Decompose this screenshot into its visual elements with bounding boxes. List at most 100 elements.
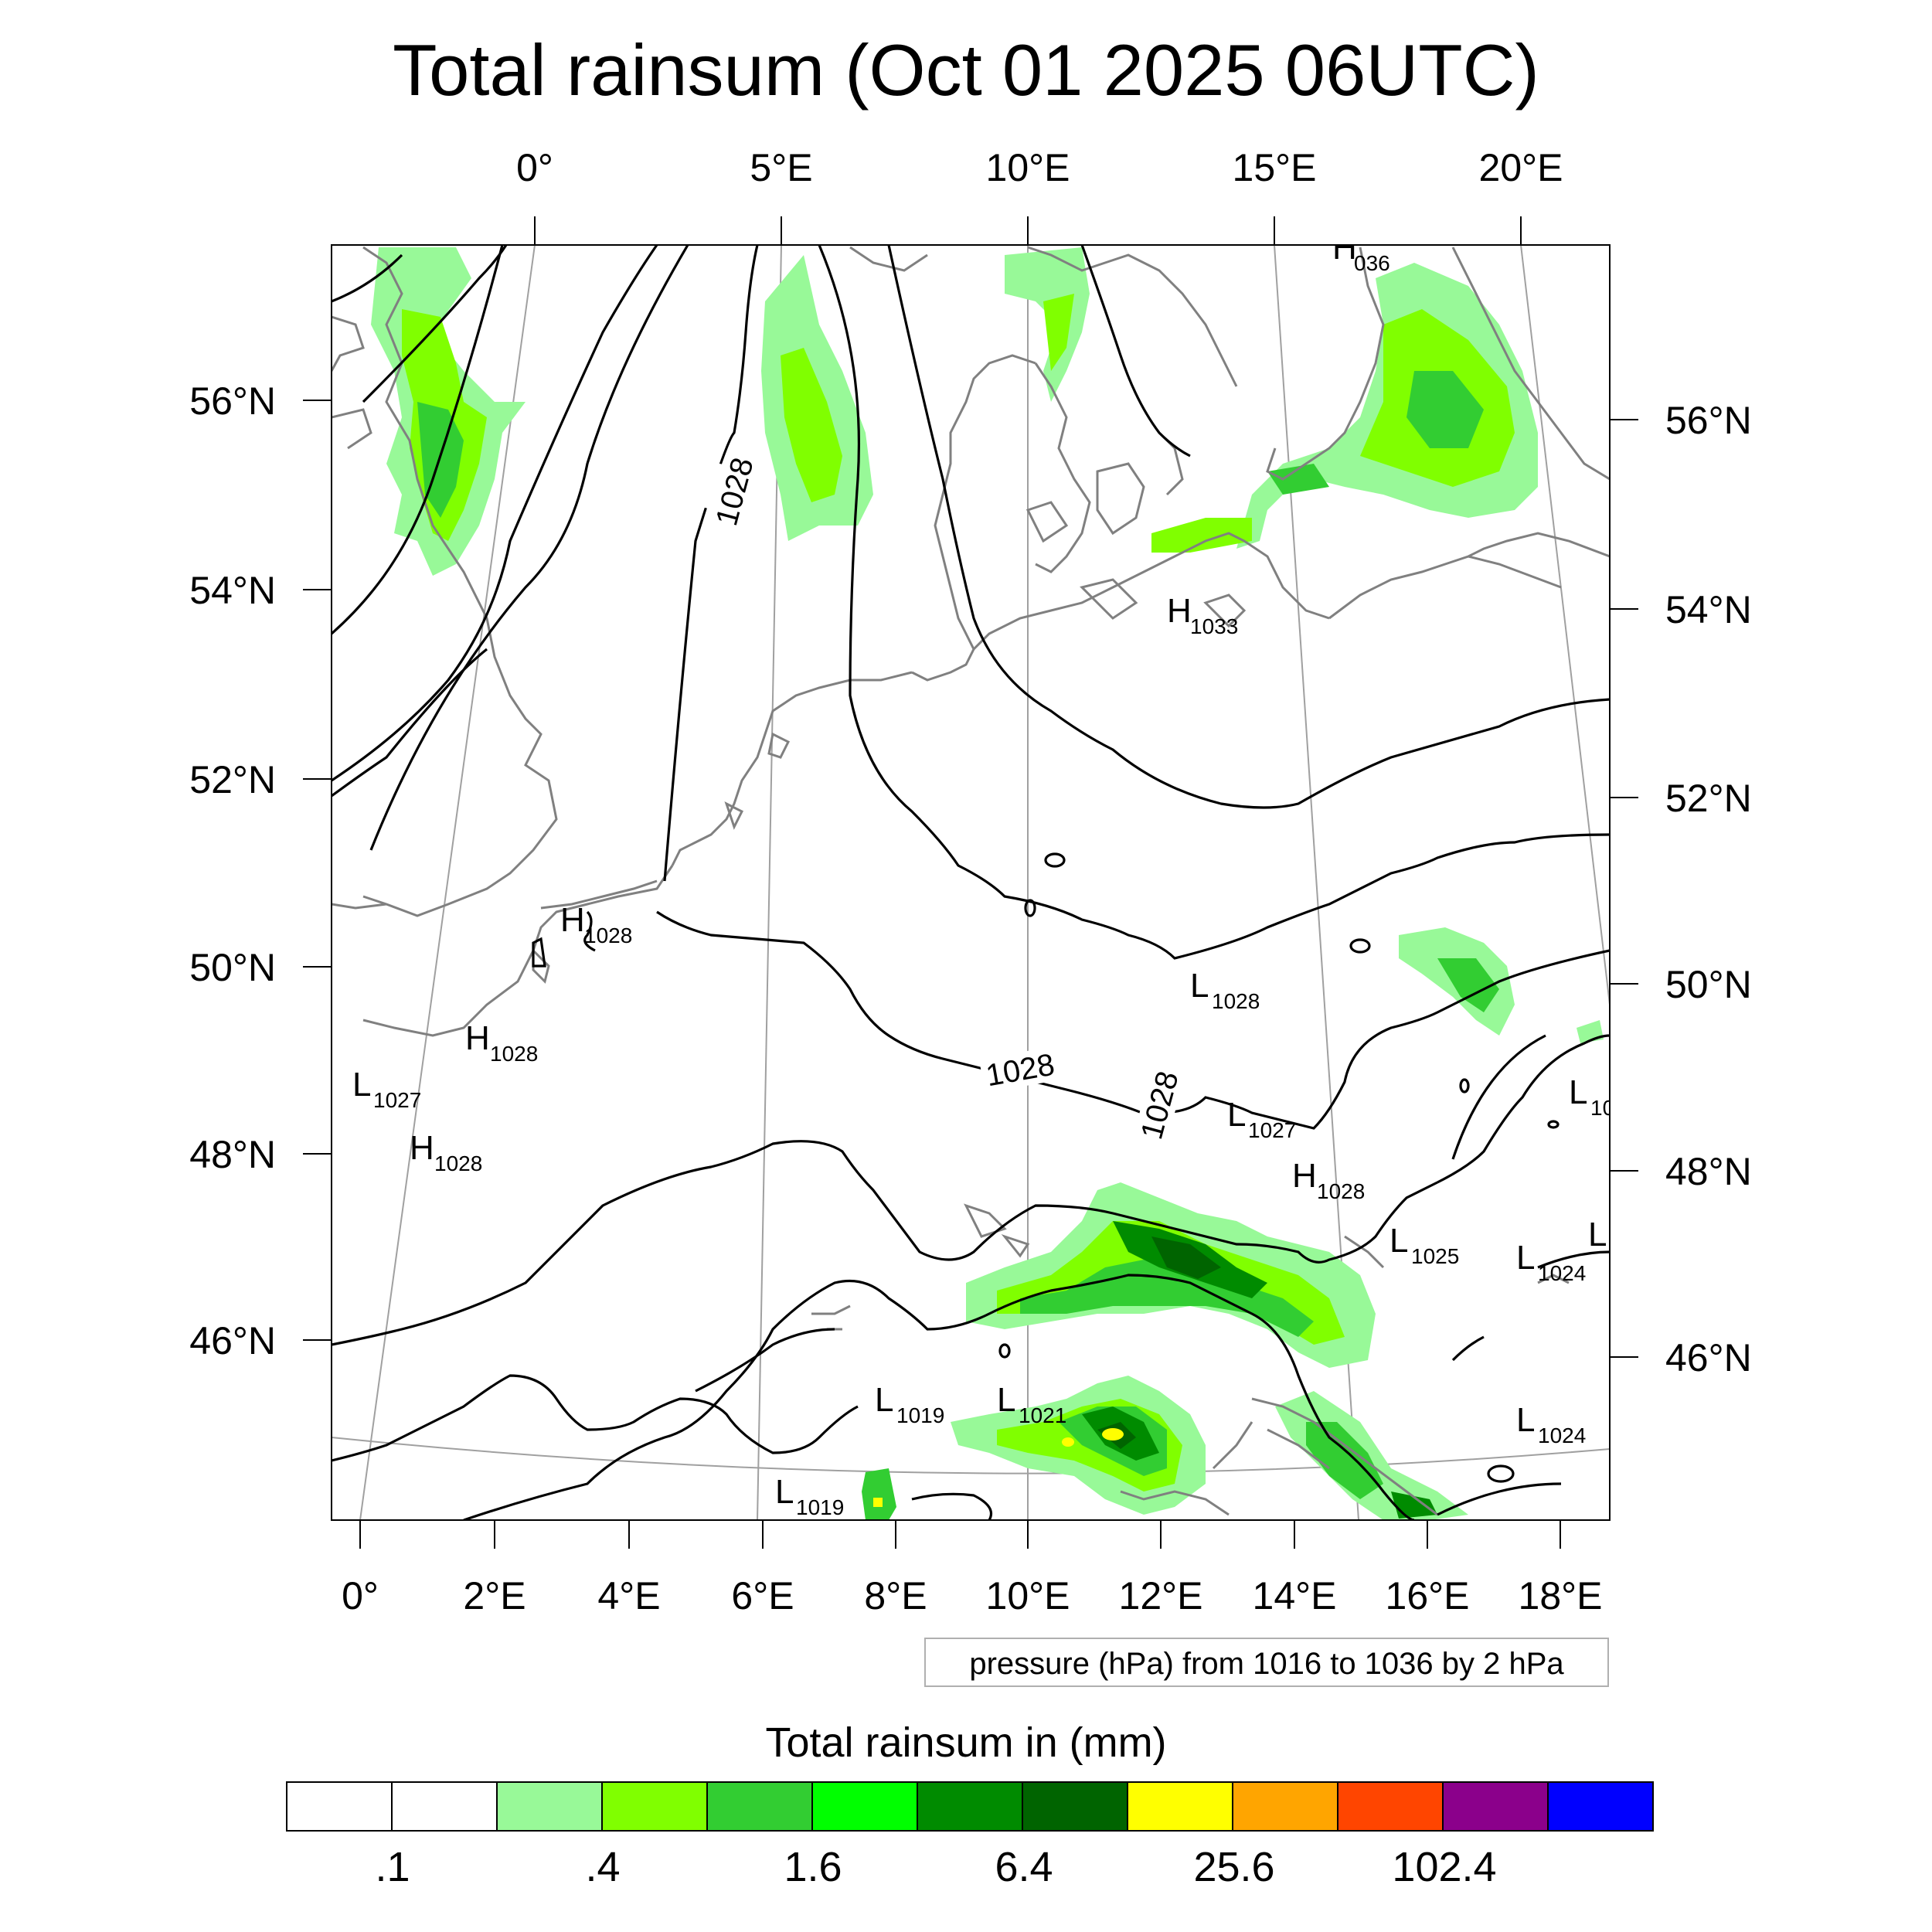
bottom-lon-label: 10°E	[986, 1574, 1070, 1617]
svg-text:1028: 1028	[1317, 1179, 1365, 1203]
isobars	[332, 245, 1610, 1520]
bottom-lon-labels: 0° 2°E 4°E 6°E 8°E 10°E 12°E 14°E 16°E 1…	[342, 1574, 1602, 1617]
right-lat-label: 54°N	[1665, 588, 1752, 631]
pressure-center-label: L 1024	[1516, 1239, 1586, 1285]
pressure-center-label: L 1025	[1389, 1222, 1459, 1268]
legend-swatch	[287, 1783, 393, 1830]
bottom-lon-label: 18°E	[1519, 1574, 1603, 1617]
legend-label: 25.6	[1193, 1844, 1275, 1890]
svg-text:1028: 1028	[1212, 989, 1260, 1013]
legend-swatch	[603, 1783, 708, 1830]
top-lon-label: 10°E	[986, 146, 1070, 189]
pressure-center-label: L 1019	[875, 1381, 944, 1427]
contour-labels: 1028 1028 1028	[693, 454, 1186, 1147]
top-lon-label: 15°E	[1233, 146, 1317, 189]
pressure-center-label: L 1024	[1516, 1401, 1586, 1447]
svg-text:1027: 1027	[1248, 1118, 1296, 1142]
legend-swatch	[918, 1783, 1023, 1830]
svg-text:H: H	[465, 1019, 490, 1057]
bottom-lon-label: 16°E	[1386, 1574, 1470, 1617]
legend-swatch	[1023, 1783, 1128, 1830]
color-legend-bar	[286, 1781, 1654, 1832]
right-lat-label: 46°N	[1665, 1336, 1752, 1379]
pressure-center-label: H 1028	[410, 1129, 482, 1175]
svg-text:036: 036	[1354, 251, 1390, 275]
svg-text:1024: 1024	[1538, 1423, 1586, 1447]
pressure-center-label: L 1019	[775, 1473, 844, 1519]
map-title: Total rainsum (Oct 01 2025 06UTC)	[393, 29, 1539, 111]
legend-swatch	[1128, 1783, 1233, 1830]
svg-text:L: L	[775, 1473, 794, 1511]
legend-swatch	[1549, 1783, 1652, 1830]
top-lon-label: 0°	[516, 146, 553, 189]
svg-text:H: H	[1167, 592, 1192, 630]
left-lat-label: 46°N	[189, 1319, 276, 1362]
pressure-center-label: L 1027	[1227, 1096, 1296, 1142]
left-lat-labels: 56°N 54°N 52°N 50°N 48°N 46°N	[189, 379, 276, 1362]
svg-text:L: L	[1389, 1222, 1408, 1260]
left-lat-label: 52°N	[189, 758, 276, 801]
legend-swatch	[1233, 1783, 1338, 1830]
svg-text:H: H	[410, 1129, 434, 1167]
pressure-info-box: pressure (hPa) from 1016 to 1036 by 2 hP…	[924, 1638, 1609, 1687]
legend-swatch	[708, 1783, 813, 1830]
legend-swatch	[393, 1783, 498, 1830]
svg-text:L: L	[1190, 967, 1209, 1005]
svg-text:L: L	[1516, 1401, 1535, 1439]
legend-label: 6.4	[995, 1844, 1053, 1890]
legend-swatch	[1444, 1783, 1549, 1830]
svg-text:L: L	[1588, 1216, 1607, 1253]
svg-text:1028: 1028	[434, 1151, 482, 1175]
right-lat-label: 50°N	[1665, 963, 1752, 1006]
bottom-lon-label: 4°E	[597, 1574, 660, 1617]
plot-border	[331, 244, 1611, 1521]
pressure-center-label: L 1028	[1190, 967, 1260, 1013]
top-lon-labels: 0° 5°E 10°E 15°E 20°E	[516, 146, 1563, 189]
bottom-lon-label: 2°E	[463, 1574, 526, 1617]
svg-text:1028: 1028	[584, 923, 632, 947]
legend-swatch	[813, 1783, 918, 1830]
right-lat-label: 48°N	[1665, 1150, 1752, 1193]
top-lon-label: 20°E	[1479, 146, 1563, 189]
svg-text:1024: 1024	[1538, 1261, 1586, 1285]
bottom-ticks	[359, 1520, 1561, 1549]
left-lat-label: 48°N	[189, 1133, 276, 1176]
bottom-lon-label: 14°E	[1253, 1574, 1337, 1617]
top-ticks	[534, 216, 1522, 245]
legend-label: .1	[375, 1844, 410, 1890]
svg-text:1028: 1028	[490, 1042, 538, 1066]
svg-text:1033: 1033	[1190, 614, 1238, 638]
legend-label: 102.4	[1392, 1844, 1497, 1890]
svg-text:L: L	[1227, 1096, 1246, 1134]
svg-text:L: L	[1569, 1073, 1587, 1111]
svg-text:1021: 1021	[1019, 1403, 1066, 1427]
svg-text:1027: 1027	[373, 1088, 421, 1112]
legend-title: Total rainsum in (mm)	[765, 1719, 1167, 1766]
top-lon-label: 5°E	[750, 146, 812, 189]
right-ticks	[1610, 419, 1638, 1358]
left-lat-label: 54°N	[189, 569, 276, 612]
bottom-lon-label: 0°	[342, 1574, 379, 1617]
pressure-center-label: H 1028	[560, 901, 632, 947]
svg-text:10: 10	[1590, 1096, 1614, 1120]
svg-text:1019: 1019	[796, 1495, 844, 1519]
pressure-center-label: L 1021	[997, 1381, 1066, 1427]
svg-text:1019: 1019	[896, 1403, 944, 1427]
svg-text:L: L	[997, 1381, 1015, 1419]
svg-text:H: H	[1332, 229, 1357, 267]
svg-text:L: L	[352, 1066, 371, 1104]
bottom-lon-label: 12°E	[1119, 1574, 1203, 1617]
left-lat-label: 50°N	[189, 946, 276, 989]
svg-text:L: L	[875, 1381, 893, 1419]
legend-label: .4	[585, 1844, 621, 1890]
pressure-center-label: L	[1588, 1216, 1607, 1253]
svg-text:L: L	[1516, 1239, 1535, 1277]
pressure-center-label: H 1028	[465, 1019, 538, 1066]
pressure-center-label: L 10	[1569, 1073, 1614, 1120]
right-lat-label: 52°N	[1665, 777, 1752, 820]
svg-text:1025: 1025	[1411, 1244, 1459, 1268]
